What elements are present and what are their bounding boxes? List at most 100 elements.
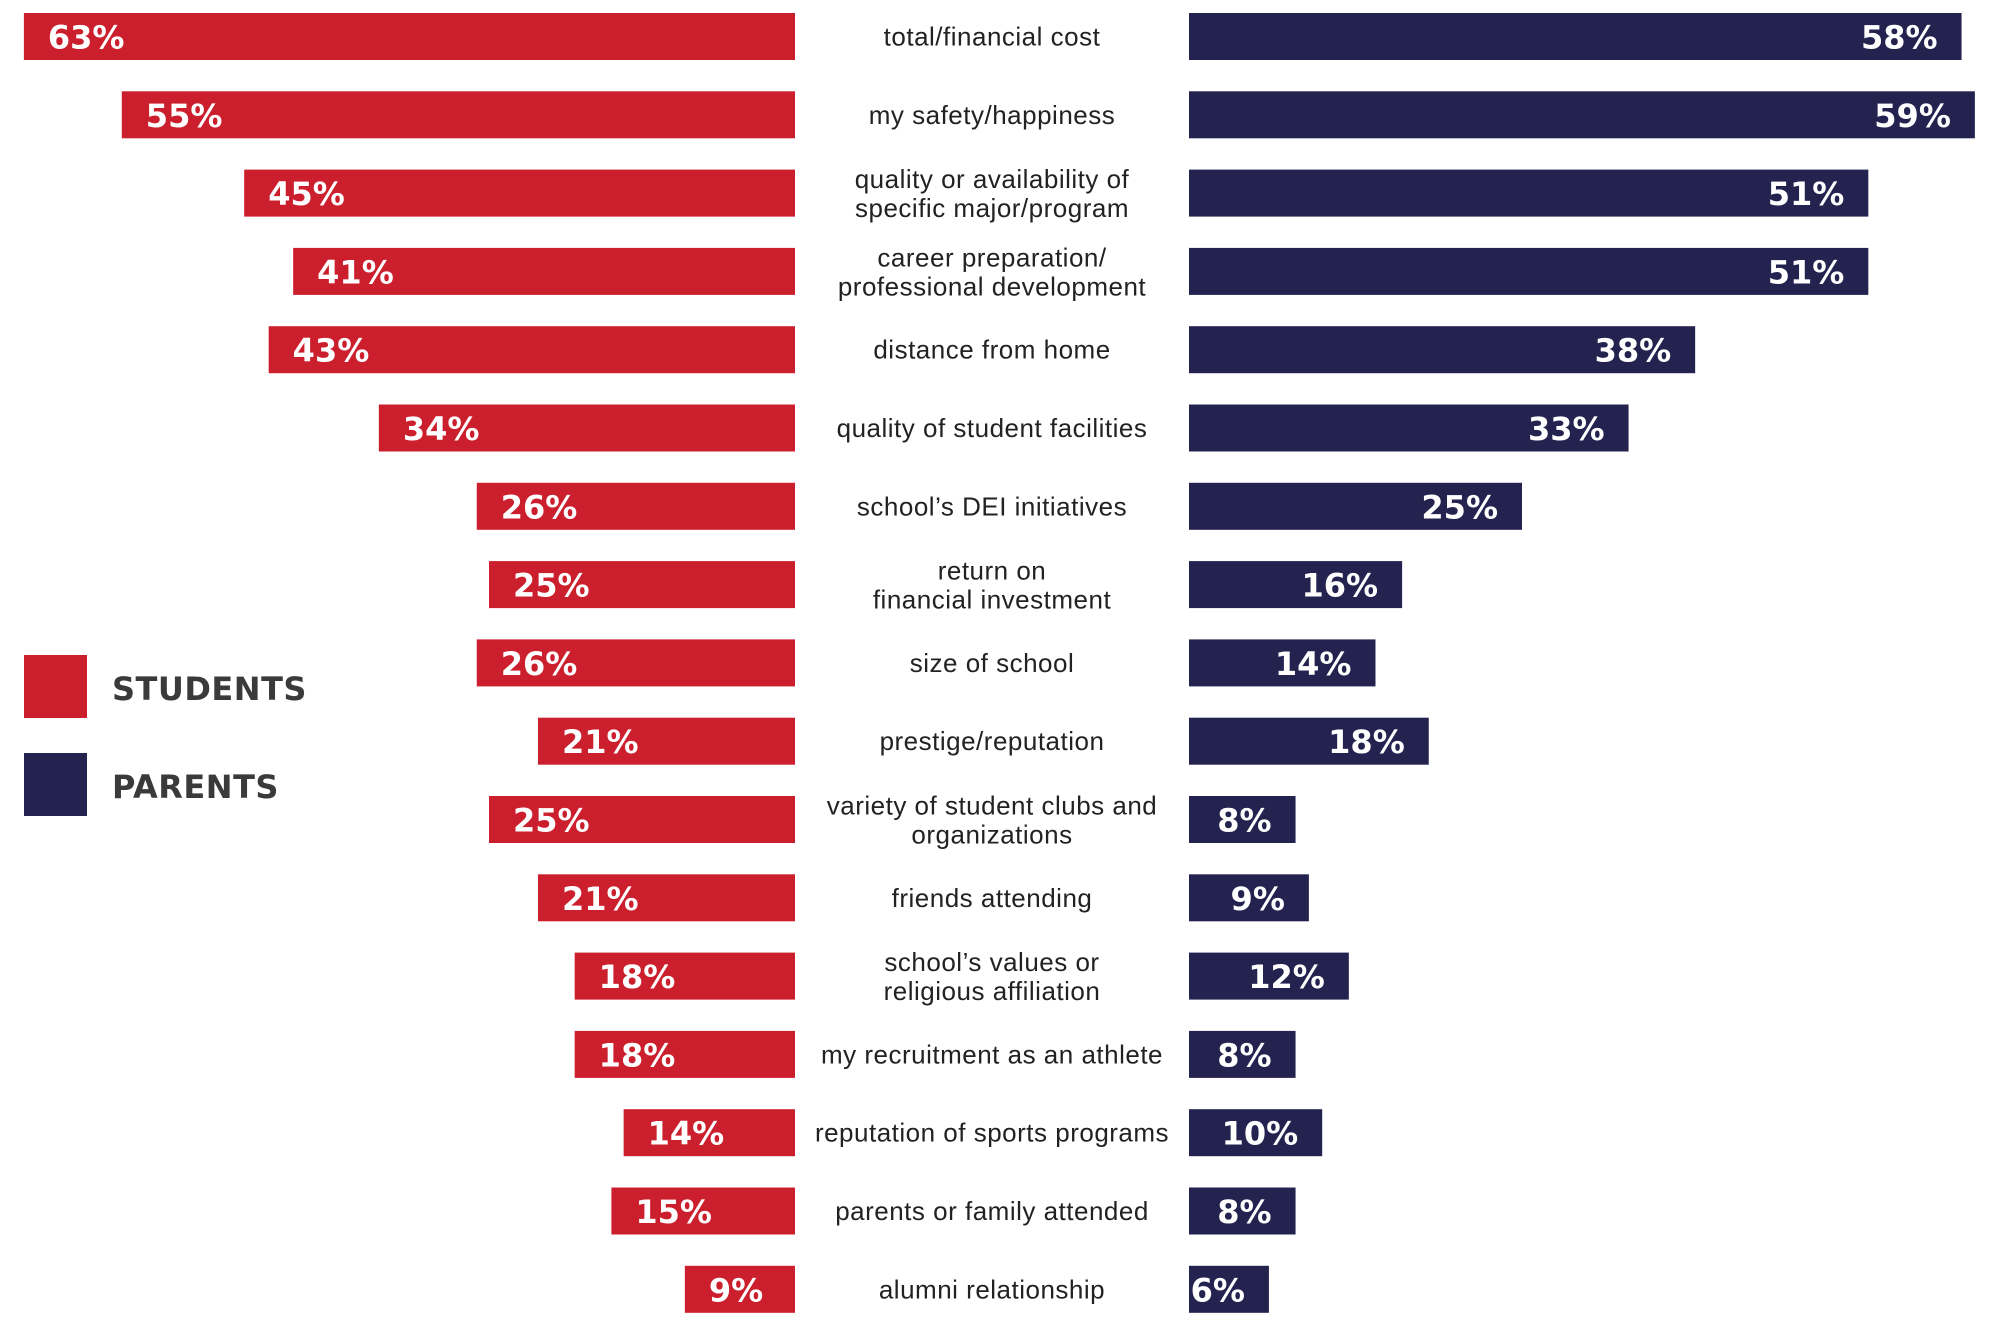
students-value-label: 18% [599,958,676,996]
legend-swatch-students [24,655,87,718]
parents-bar [1189,91,1975,139]
category-label-line: return on [938,556,1047,586]
students-bar [268,326,795,374]
students-bar [574,1030,795,1078]
students-bar [537,717,795,765]
parents-bar [1189,404,1629,452]
category-label-line: quality or availability of [855,164,1130,194]
category-label: quality or availability of specific major… [855,164,1130,223]
category-label: quality of student facilities [837,413,1148,443]
parents-bar [1189,717,1429,765]
category-label: my recruitment as an athlete [821,1039,1163,1069]
students-value-label: 34% [403,410,480,448]
students-value-label: 55% [146,97,223,135]
parents-value-label: 51% [1768,175,1845,213]
parents-bar [1189,247,1869,295]
parents-bar [1189,1109,1323,1157]
chart-row: 18% 8% my recruitment as an athlete [574,1030,1296,1078]
students-bar [476,639,795,687]
students-value-label: 18% [599,1036,676,1074]
students-value-label: 25% [513,802,590,840]
chart-row: 63% 58% total/financial cost [23,13,1962,60]
parents-bar [1189,326,1696,374]
students-bar [684,1265,795,1313]
parents-value-label: 10% [1222,1115,1299,1153]
parents-value-label: 58% [1861,19,1938,57]
parents-value-label: 9% [1231,880,1285,918]
legend-label-students: STUDENTS [112,670,307,708]
chart-row: 26% 25% school’s DEI initiatives [476,482,1522,530]
students-bar [23,13,795,60]
category-label: alumni relationship [879,1274,1105,1304]
parents-value-label: 8% [1217,802,1271,840]
category-label-line: religious affiliation [884,976,1101,1006]
category-label: my safety/happiness [869,100,1116,130]
parents-bar [1189,874,1309,922]
category-label: total/financial cost [884,22,1101,52]
parents-value-label: 8% [1217,1193,1271,1231]
students-value-label: 21% [562,723,639,761]
students-bar [489,796,795,843]
parents-bar [1189,952,1349,1000]
parents-value-label: 51% [1768,253,1845,291]
students-bar [476,482,795,530]
parents-value-label: 33% [1528,410,1605,448]
students-value-label: 41% [317,253,394,291]
parents-value-label: 25% [1421,488,1498,526]
category-label: prestige/reputation [880,726,1105,756]
parents-value-label: 16% [1302,567,1379,605]
category-label-line: school’s values or [884,947,1099,977]
parents-value-label: 59% [1874,97,1951,135]
students-value-label: 14% [648,1115,725,1153]
chart-rows: 63% 58% total/financial cost 55% 59% my safet… [23,13,1975,1313]
legend-item-students: STUDENTS [24,655,307,718]
chart-row: 43% 38% distance from home [268,326,1696,374]
students-value-label: 15% [635,1193,712,1231]
category-label: variety of student clubs and organization… [827,791,1158,850]
category-label-line: variety of student clubs and [827,791,1158,821]
legend-label-parents: PARENTS [112,768,279,806]
chart-row: 55% 59% my safety/happiness [121,91,1975,139]
category-label-line: organizations [911,820,1072,850]
students-value-label: 63% [48,19,125,57]
parents-value-label: 8% [1217,1036,1271,1074]
students-bar [574,952,795,1000]
students-bar [489,561,795,609]
category-label: distance from home [873,335,1110,365]
students-value-label: 43% [293,332,370,370]
category-label-line: professional development [838,271,1147,301]
parents-bar [1189,13,1962,60]
students-bar [537,874,795,922]
chart-row: 21% 9% friends attending [537,874,1309,922]
chart-row: 9% 6% alumni relationship [684,1265,1269,1313]
students-bar [121,91,796,139]
students-value-label: 45% [268,175,345,213]
category-label: return on financial investment [873,556,1112,615]
parents-bar [1189,482,1522,530]
parents-value-label: 6% [1191,1271,1245,1309]
parents-value-label: 14% [1275,645,1352,683]
legend-swatch-parents [24,753,87,816]
students-bar [244,169,795,217]
parents-bar [1189,796,1296,843]
parents-value-label: 18% [1328,723,1405,761]
category-label: school’s DEI initiatives [857,491,1127,521]
category-label: reputation of sports programs [815,1118,1169,1148]
students-bar [623,1109,795,1157]
legend-item-parents: PARENTS [24,753,279,816]
chart-row: 41% 51% career preparation/professional de… [293,242,1869,301]
students-value-label: 26% [501,488,578,526]
chart-row: 25% 8% variety of student clubs and organiz… [489,791,1296,850]
category-label: friends attending [892,883,1093,913]
parents-bar [1189,169,1869,217]
students-bar [378,404,795,452]
parents-bar [1189,1030,1296,1078]
category-label: parents or family attended [835,1196,1149,1226]
chart-row: 26% 14% size of school [476,639,1376,687]
students-value-label: 9% [709,1271,763,1309]
students-bar [611,1187,795,1235]
category-label: school’s values or religious affiliation [884,947,1101,1006]
students-value-label: 25% [513,567,590,605]
parents-bar [1189,561,1403,609]
